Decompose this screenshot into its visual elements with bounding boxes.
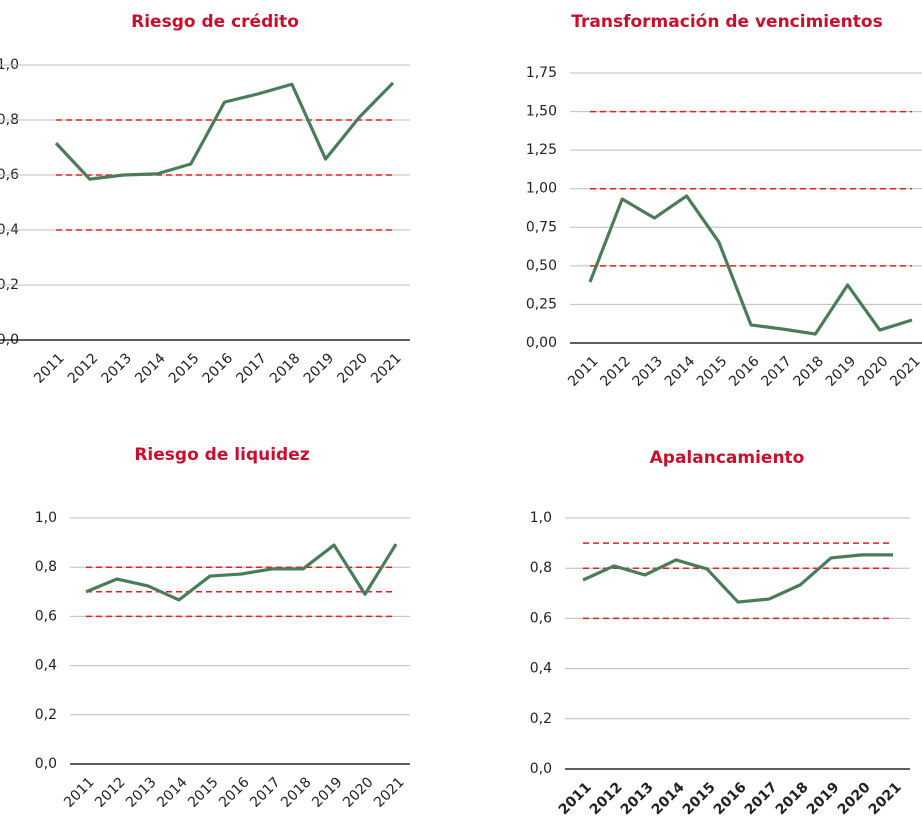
x-tick-label: 2014	[132, 350, 169, 387]
x-tick-label: 2017	[758, 353, 795, 390]
y-tick-label: 1,00	[526, 181, 557, 197]
y-tick-label: 0,4	[530, 661, 552, 677]
x-tick-label: 2015	[185, 774, 222, 811]
x-tick-label: 2016	[200, 350, 237, 387]
y-tick-label: 0,6	[530, 610, 552, 626]
x-tick-label: 2015	[694, 353, 731, 390]
x-tick-label: 2021	[368, 350, 405, 387]
x-tick-label: 2017	[742, 779, 781, 818]
y-tick-label: 1,0	[530, 510, 552, 526]
y-tick-label: 0,00	[526, 335, 557, 351]
x-tick-label: 2020	[835, 779, 874, 818]
chart-title: Riesgo de liquidez	[134, 445, 309, 465]
x-tick-label: 2013	[99, 350, 136, 387]
x-tick-label: 2018	[773, 779, 812, 818]
x-tick-label: 2014	[649, 779, 688, 818]
y-tick-label: 0,2	[35, 707, 57, 723]
x-tick-label: 2021	[887, 353, 922, 390]
y-tick-label: 0,8	[530, 560, 552, 576]
x-tick-label: 2012	[587, 779, 626, 818]
chart-title: Apalancamiento	[650, 448, 805, 468]
data-line	[588, 194, 913, 336]
x-tick-label: 2011	[556, 779, 595, 818]
x-tick-label: 2013	[618, 779, 657, 818]
x-tick-label: 2011	[565, 353, 602, 390]
x-tick-label: 2021	[866, 779, 905, 818]
y-tick-label: 1,50	[526, 104, 557, 120]
y-tick-label: 0,0	[35, 756, 57, 772]
x-tick-label: 2015	[166, 350, 203, 387]
x-tick-label: 2016	[216, 774, 253, 811]
data-line	[54, 81, 395, 181]
data-line	[85, 543, 398, 602]
x-tick-label: 2020	[855, 353, 892, 390]
y-tick-label: 1,25	[526, 142, 557, 158]
x-tick-label: 2012	[92, 774, 129, 811]
x-tick-label: 2016	[711, 779, 750, 818]
x-tick-label: 2011	[61, 774, 98, 811]
y-tick-label: 0,25	[526, 296, 557, 312]
x-tick-label: 2018	[278, 774, 315, 811]
x-tick-label: 2019	[823, 353, 860, 390]
y-tick-label: 0,2	[530, 711, 552, 727]
chart-title: Riesgo de crédito	[131, 12, 299, 32]
x-tick-label: 2014	[154, 774, 191, 811]
y-tick-label: 0,6	[35, 608, 57, 624]
chart-title: Transformación de vencimientos	[571, 12, 882, 32]
x-tick-label: 2011	[31, 350, 68, 387]
x-tick-label: 2012	[65, 350, 102, 387]
y-tick-label: 0,4	[35, 658, 57, 674]
x-tick-label: 2013	[630, 353, 667, 390]
x-tick-label: 2019	[301, 350, 338, 387]
x-tick-label: 2016	[726, 353, 763, 390]
x-tick-label: 2017	[247, 774, 284, 811]
x-tick-label: 2012	[597, 353, 634, 390]
y-tick-label: 0,75	[526, 219, 557, 235]
y-tick-label: 1,75	[526, 65, 557, 81]
x-tick-label: 2017	[233, 350, 270, 387]
x-tick-label: 2018	[791, 353, 828, 390]
y-tick-label: 1,0	[35, 510, 57, 526]
x-tick-label: 2013	[123, 774, 160, 811]
x-tick-label: 2015	[680, 779, 719, 818]
x-tick-label: 2020	[334, 350, 371, 387]
x-tick-label: 2019	[309, 774, 346, 811]
data-line	[582, 553, 893, 604]
x-tick-label: 2019	[804, 779, 843, 818]
y-tick-label: 0,8	[35, 559, 57, 575]
y-tick-label: 0,0	[530, 761, 552, 777]
x-tick-label: 2018	[267, 350, 304, 387]
x-tick-label: 2021	[371, 774, 408, 811]
x-tick-label: 2014	[662, 353, 699, 390]
x-tick-label: 2020	[340, 774, 377, 811]
y-tick-label: 0,50	[526, 258, 557, 274]
